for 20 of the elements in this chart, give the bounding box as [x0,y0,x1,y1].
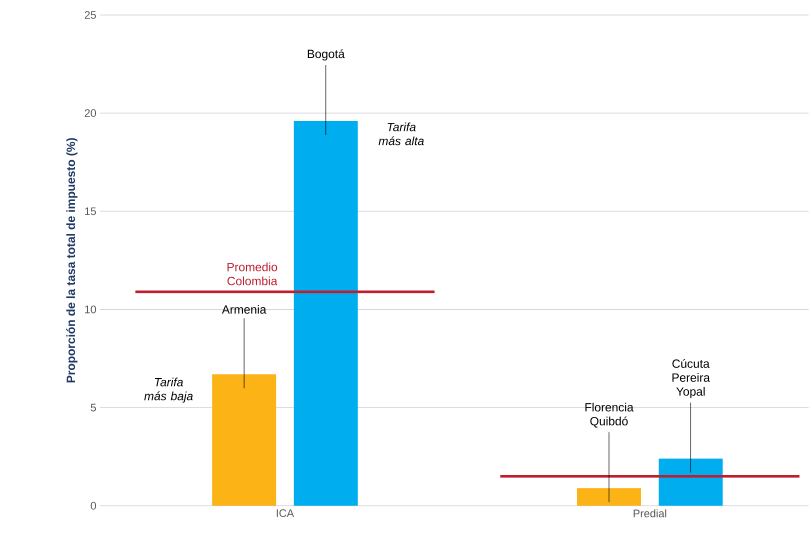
y-tick-label: 0 [90,502,96,510]
x-tick-label: Predial [634,509,666,518]
ref-line-label: Promedio Colombia [227,262,278,286]
data-label: Cúcuta Pereira Yopal [672,359,710,398]
y-tick-label: 15 [85,208,96,216]
y-tick-label: 10 [85,306,96,314]
bar [658,458,723,506]
data-label: Bogotá [308,49,345,61]
annotation: Tarifa más alta [378,122,424,146]
x-tick-label: ICA [276,509,294,518]
data-label: Florencia Quibdó [585,402,634,428]
annotation: Tarifa más baja [144,378,193,403]
y-tick-label: 20 [84,109,96,118]
bar [577,488,641,506]
y-tick-label: 5 [90,404,96,412]
y-tick-label: 25 [84,11,96,20]
bar [294,121,358,506]
data-label: Armenia [222,305,266,314]
y-axis-title: Proporción de la tasa total de impuesto (%) [66,138,78,383]
bar [212,374,276,506]
